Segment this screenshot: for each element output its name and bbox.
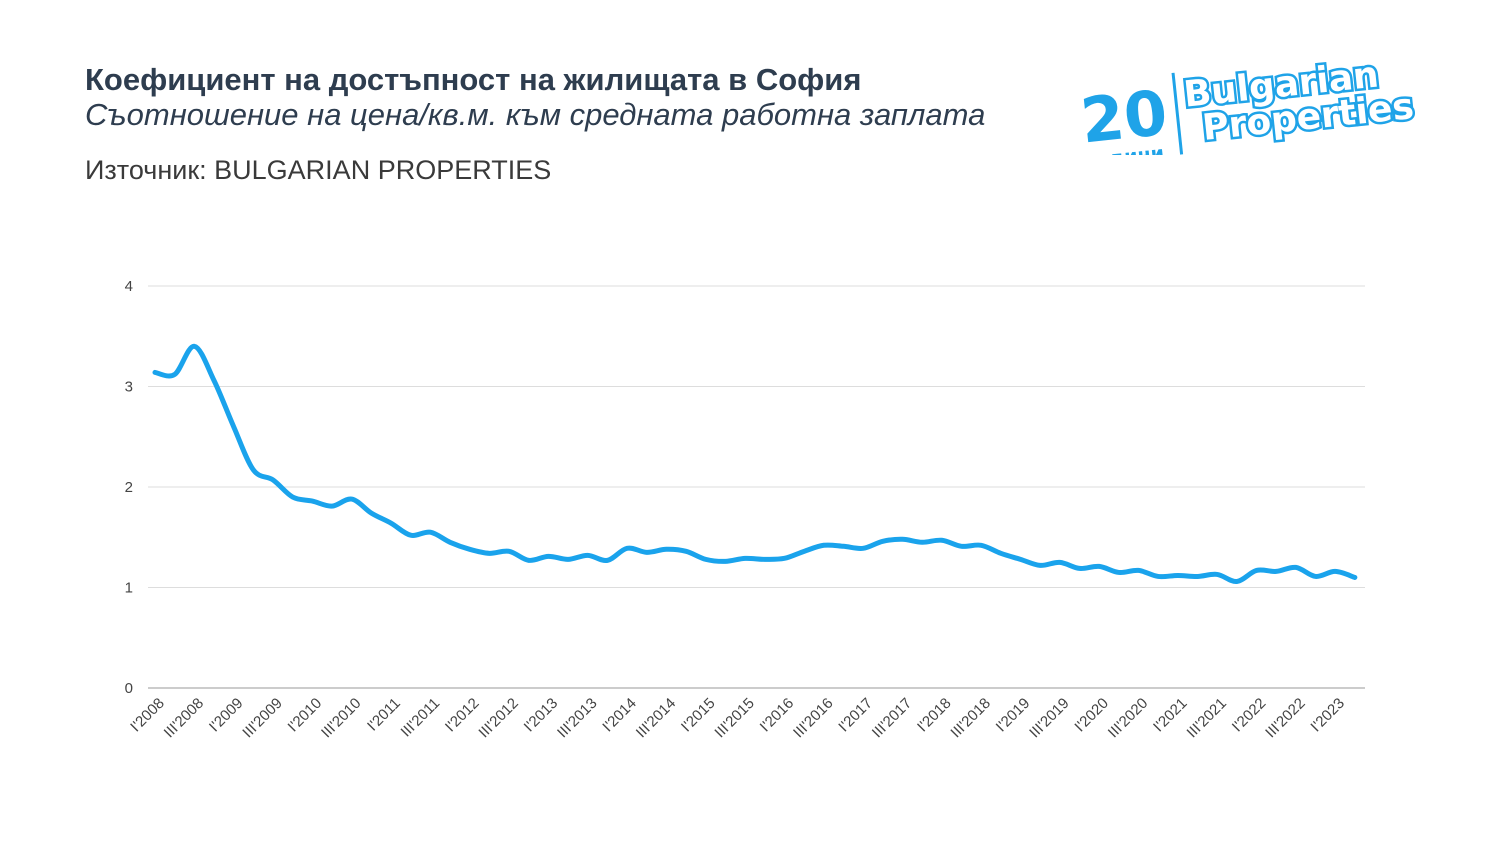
chart-title: Коефициент на достъпност на жилищата в С…: [85, 62, 862, 97]
x-tick-label: III'2022: [1262, 695, 1308, 741]
logo-number: 20: [1077, 76, 1170, 155]
x-tick-label: III'2009: [239, 695, 285, 741]
x-tick-label: III'2015: [711, 695, 757, 741]
chart-source: Източник: BULGARIAN PROPERTIES: [85, 155, 552, 185]
x-tick-label: III'2011: [398, 695, 444, 741]
x-tick-label: III'2019: [1026, 695, 1072, 741]
x-tick-label: III'2012: [475, 695, 521, 741]
y-tick-label: 0: [125, 680, 133, 697]
x-tick-label: I'2023: [1307, 695, 1348, 736]
bulgarian-properties-logo: 20 години Bulgarian Properties: [1077, 52, 1418, 155]
x-tick-label: III'2013: [554, 695, 600, 741]
y-tick-label: 4: [125, 278, 133, 295]
y-tick-label: 2: [125, 479, 133, 496]
y-tick-label: 1: [125, 580, 133, 597]
x-tick-label: III'2017: [869, 695, 915, 741]
x-axis-ticks: I'2008III'2008I'2009III'2009I'2010III'20…: [127, 695, 1348, 741]
logo-divider: [1171, 72, 1184, 155]
x-tick-label: III'2016: [790, 695, 836, 741]
chart-subtitle: Съотношение на цена/кв.м. към средната р…: [85, 97, 986, 132]
y-axis-ticks: 0 1 2 3 4: [125, 278, 133, 697]
x-tick-label: III'2014: [633, 695, 679, 741]
x-tick-label: III'2020: [1105, 695, 1151, 741]
x-tick-label: III'2010: [318, 695, 364, 741]
x-tick-label: III'2021: [1184, 695, 1230, 741]
x-tick-label: III'2008: [161, 695, 207, 741]
data-points: [154, 346, 1355, 582]
series-line: [152, 343, 1358, 584]
x-tick-label: III'2018: [947, 695, 993, 741]
gridlines: [148, 285, 1365, 689]
y-tick-label: 3: [125, 379, 133, 396]
